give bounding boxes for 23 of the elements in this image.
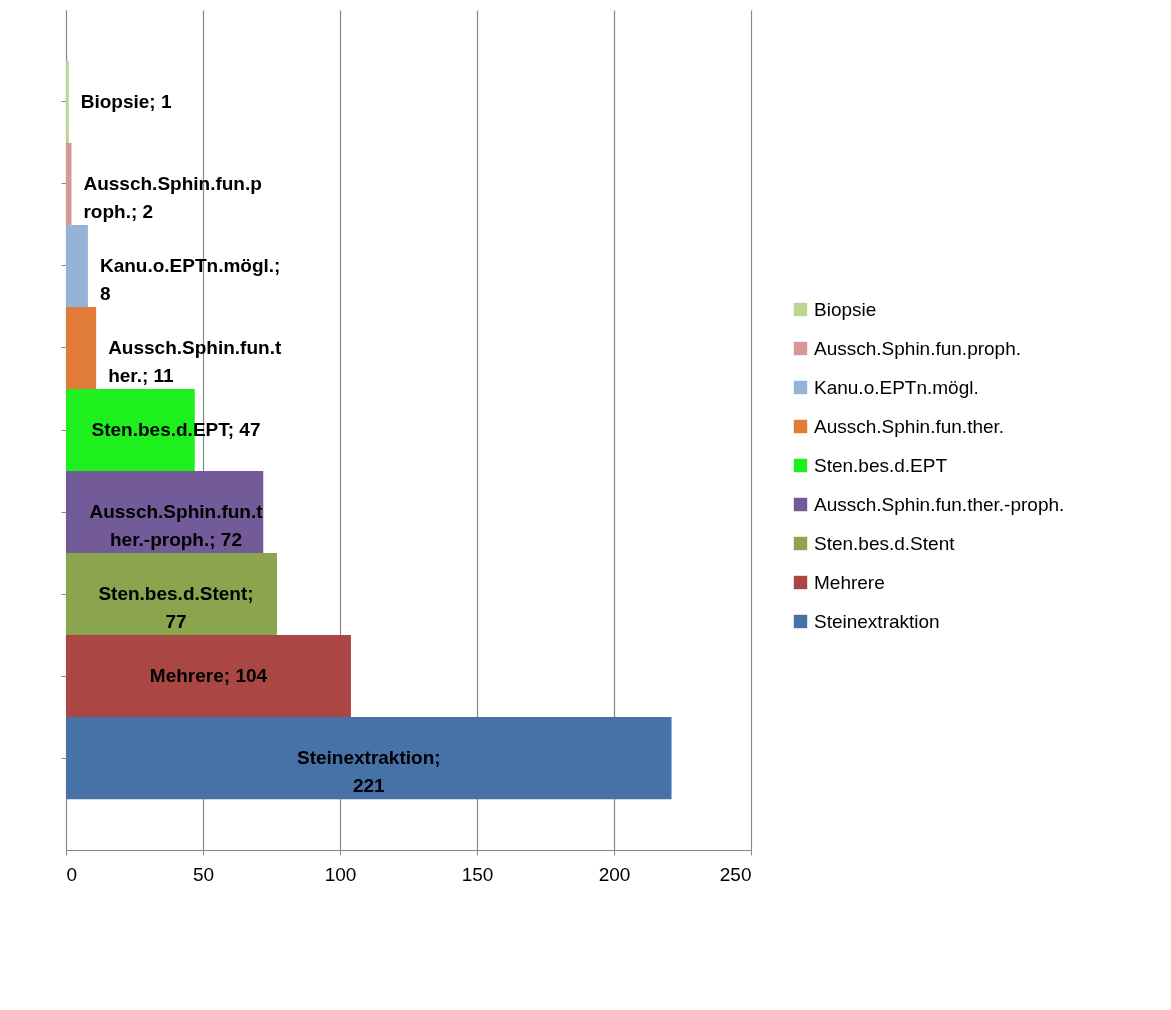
data-label: Sten.bes.d.Stent; 77 — [98, 583, 254, 633]
data-label: Mehrere; 104 — [149, 665, 268, 687]
legend-label: Aussch.Sphin.fun.proph. — [814, 337, 1022, 359]
legend-label: Aussch.Sphin.fun.ther. — [814, 415, 1005, 437]
legend-label: Aussch.Sphin.fun.ther.-proph. — [814, 493, 1065, 515]
x-tick-label: 150 — [461, 863, 494, 885]
data-label: Aussch.Sphin.fun.ther.-proph.; 72 — [89, 501, 264, 551]
legend-label: Kanu.o.EPTn.mögl. — [814, 376, 979, 398]
data-label: Aussch.Sphin.fun.ther.; 11 — [108, 336, 282, 386]
data-label: Steinextraktion; 221 — [296, 747, 441, 797]
legend-label: Sten.bes.d.EPT — [814, 454, 948, 476]
x-tick-label: 0 — [66, 863, 78, 885]
legend-label: Biopsie — [814, 298, 877, 320]
x-tick-label: 50 — [192, 863, 215, 885]
legend-label: Mehrere — [814, 571, 885, 593]
x-tick-label: 100 — [324, 863, 357, 885]
legend-label: Steinextraktion — [814, 610, 940, 632]
data-label: Biopsie; 1 — [80, 90, 172, 112]
x-tick-label: 200 — [598, 863, 631, 885]
legend-label: Sten.bes.d.Stent — [814, 532, 956, 554]
data-label: Aussch.Sphin.fun.proph.; 2 — [83, 172, 262, 222]
data-label: Kanu.o.EPTn.mögl.; 8 — [99, 254, 281, 304]
x-tick-label: 250 — [719, 863, 752, 885]
